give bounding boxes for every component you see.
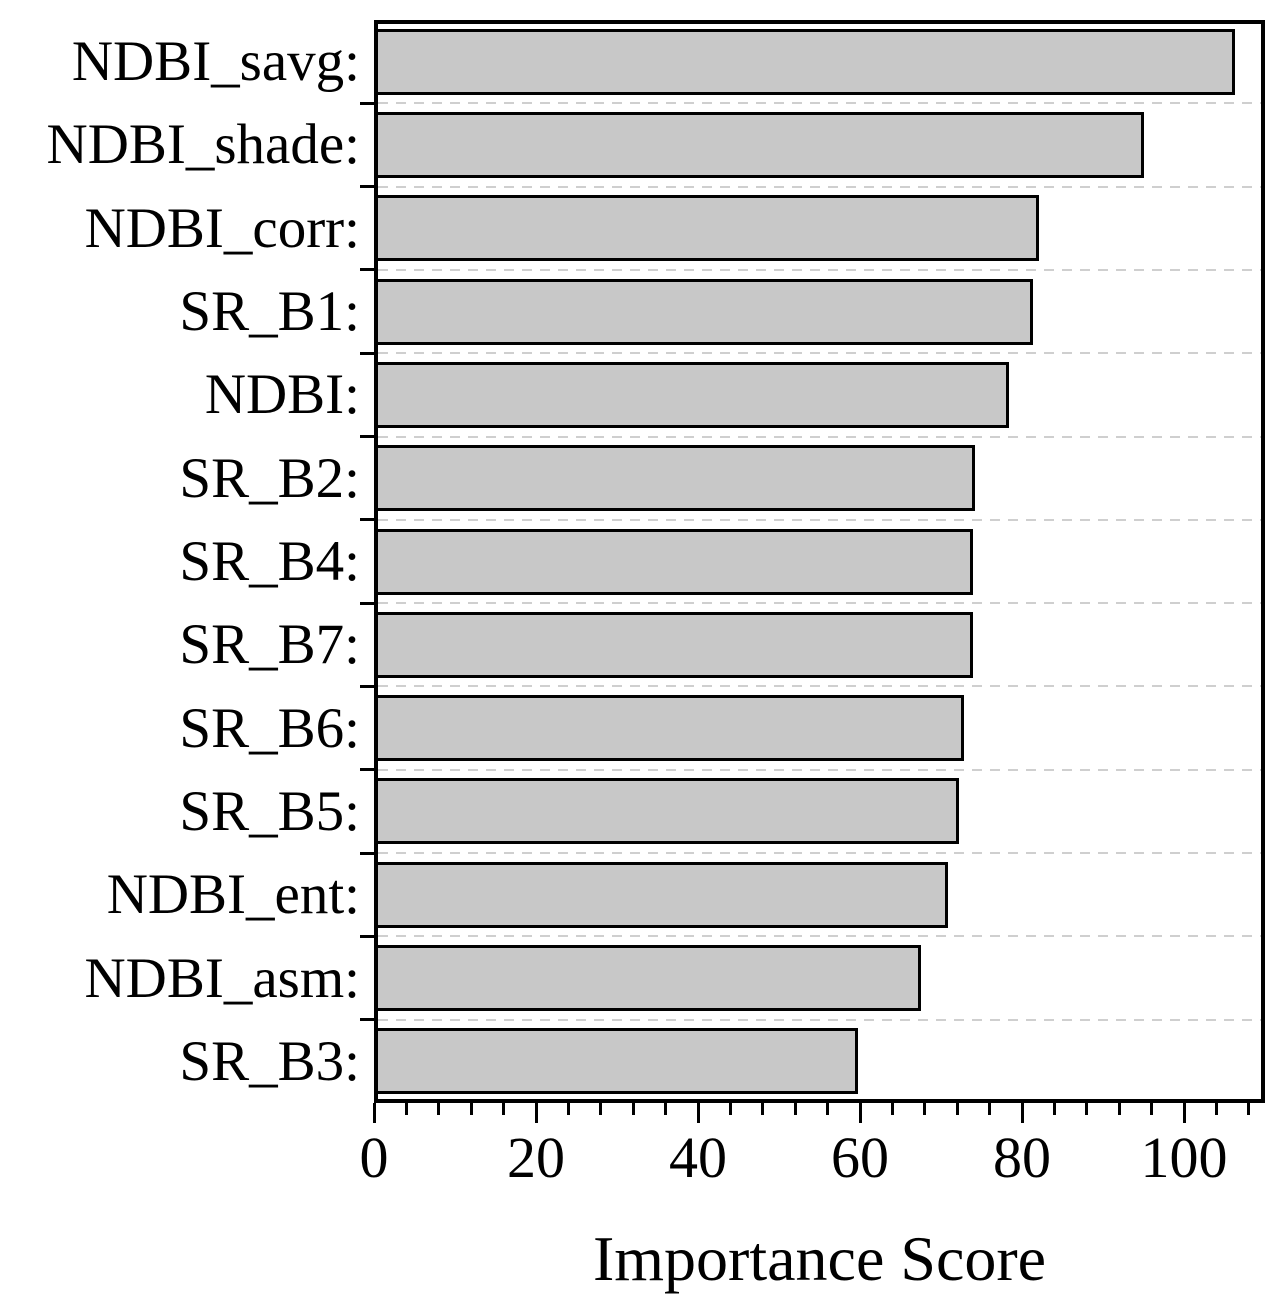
x-axis-title: Importance Score [592, 1223, 1047, 1294]
x-minor-tick [890, 1103, 894, 1115]
gridline [378, 1018, 1261, 1021]
x-minor-tick [1150, 1103, 1154, 1115]
x-minor-tick [664, 1103, 668, 1115]
y-tick-mark [360, 934, 374, 938]
x-major-tick [1182, 1103, 1186, 1123]
bar-ndbi_asm [374, 945, 921, 1012]
x-tick-label: 20 [507, 1125, 565, 1190]
y-category-label: SR_B3: [179, 1029, 360, 1093]
y-category-label: NDBI_asm: [84, 946, 360, 1010]
y-tick-mark [360, 768, 374, 772]
x-major-tick [534, 1103, 538, 1123]
x-minor-tick [1085, 1103, 1089, 1115]
x-major-tick [696, 1103, 700, 1123]
y-tick-mark [360, 268, 374, 272]
x-minor-tick [955, 1103, 959, 1115]
x-minor-tick [988, 1103, 992, 1115]
y-tick-mark [360, 684, 374, 688]
y-tick-mark [360, 101, 374, 105]
x-minor-tick [1214, 1103, 1218, 1115]
y-category-label: NDBI_savg: [71, 30, 360, 94]
gridline [378, 518, 1261, 521]
bar-ndbi_ent [374, 861, 949, 928]
bar-sr_b1 [374, 278, 1033, 345]
y-tick-mark [360, 435, 374, 439]
x-minor-tick [1247, 1103, 1251, 1115]
y-category-label: SR_B2: [179, 446, 360, 510]
gridline [378, 102, 1261, 105]
y-category-label: NDBI_shade: [46, 113, 360, 177]
x-major-tick [858, 1103, 862, 1123]
y-category-label: SR_B4: [179, 529, 360, 593]
y-category-label: SR_B1: [179, 280, 360, 344]
x-minor-tick [923, 1103, 927, 1115]
y-category-label: SR_B7: [179, 613, 360, 677]
bar-sr_b6 [374, 695, 965, 762]
y-tick-mark [360, 601, 374, 605]
x-minor-tick [404, 1103, 408, 1115]
y-tick-mark [360, 1018, 374, 1022]
bar-sr_b5 [374, 778, 959, 845]
bar-ndbi_corr [374, 195, 1039, 262]
x-minor-tick [566, 1103, 570, 1115]
y-tick-mark [360, 351, 374, 355]
x-minor-tick [469, 1103, 473, 1115]
x-major-tick [1020, 1103, 1024, 1123]
gridline [378, 602, 1261, 605]
x-minor-tick [826, 1103, 830, 1115]
gridline [378, 352, 1261, 355]
plot-area [374, 20, 1265, 1103]
bar-ndbi [374, 361, 1010, 428]
y-tick-mark [360, 851, 374, 855]
bar-sr_b7 [374, 611, 973, 678]
y-category-label: SR_B5: [179, 779, 360, 843]
x-tick-label: 0 [359, 1125, 389, 1190]
gridline [378, 435, 1261, 438]
bar-ndbi_shade [374, 111, 1145, 178]
y-category-label: NDBI: [204, 363, 360, 427]
x-tick-label: 60 [831, 1125, 889, 1190]
x-minor-tick [728, 1103, 732, 1115]
x-major-tick [372, 1103, 376, 1123]
y-category-label: SR_B6: [179, 696, 360, 760]
bar-sr_b2 [374, 445, 976, 512]
bar-sr_b3 [374, 1028, 858, 1095]
gridline [378, 768, 1261, 771]
x-minor-tick [599, 1103, 603, 1115]
x-minor-tick [761, 1103, 765, 1115]
x-minor-tick [793, 1103, 797, 1115]
y-category-label: NDBI_ent: [106, 863, 360, 927]
x-minor-tick [502, 1103, 506, 1115]
bar-ndbi_savg [374, 28, 1236, 95]
x-minor-tick [1052, 1103, 1056, 1115]
gridline [378, 935, 1261, 938]
y-tick-mark [360, 185, 374, 189]
y-tick-mark [360, 518, 374, 522]
gridline [378, 852, 1261, 855]
gridline [378, 268, 1261, 271]
y-category-label: NDBI_corr: [84, 196, 360, 260]
x-tick-label: 40 [669, 1125, 727, 1190]
x-minor-tick [437, 1103, 441, 1115]
gridline [378, 685, 1261, 688]
x-minor-tick [631, 1103, 635, 1115]
gridline [378, 185, 1261, 188]
x-tick-label: 80 [993, 1125, 1051, 1190]
bar-sr_b4 [374, 528, 974, 595]
x-tick-label: 100 [1140, 1125, 1228, 1190]
x-minor-tick [1117, 1103, 1121, 1115]
